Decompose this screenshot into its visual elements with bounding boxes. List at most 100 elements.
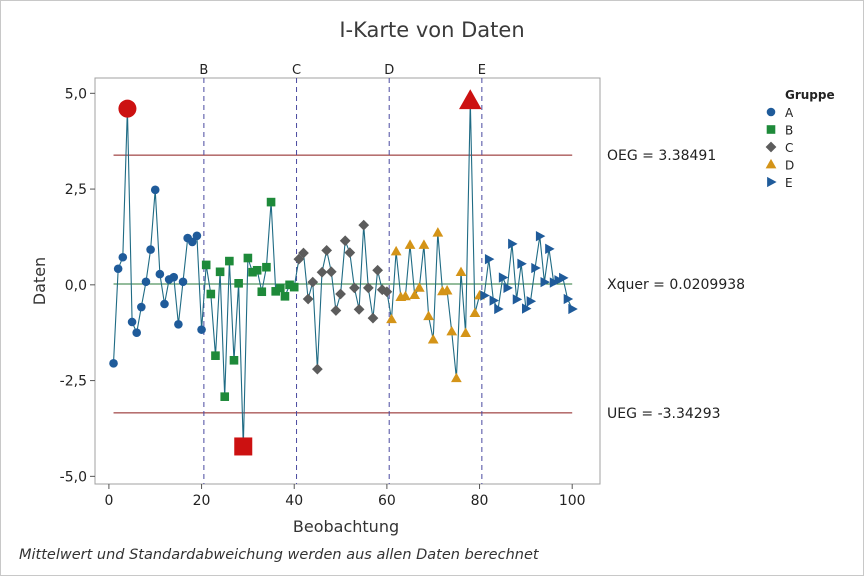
stage-label: C: [292, 63, 301, 78]
data-point: [568, 303, 578, 315]
data-point: [427, 334, 439, 344]
data-point: [358, 219, 370, 231]
legend-label-c: C: [785, 141, 793, 155]
series-a: [109, 99, 206, 368]
data-point: [559, 272, 569, 284]
data-point: [155, 269, 165, 279]
data-point: [262, 262, 271, 272]
data-point: [362, 282, 374, 294]
data-point: [469, 307, 481, 318]
data-point: [197, 325, 206, 334]
data-point: [118, 252, 128, 262]
legend-marker-b: [766, 125, 776, 134]
ucl-label: OEG = 3.38491: [607, 148, 716, 164]
out-of-control-point: [234, 437, 253, 456]
data-point: [293, 253, 305, 265]
series-c: [293, 219, 393, 375]
y-tick-label: -5,0: [60, 469, 87, 485]
data-point: [146, 245, 155, 254]
legend-marker-a: [766, 107, 776, 117]
data-point: [413, 282, 425, 292]
data-point: [349, 282, 360, 294]
data-point: [432, 227, 444, 237]
center-label: Xquer = 0.0209938: [607, 277, 745, 293]
data-point: [201, 260, 211, 270]
data-point: [489, 295, 500, 306]
data-point: [225, 256, 234, 266]
x-tick-label: 60: [378, 493, 396, 509]
data-point: [484, 254, 495, 265]
legend-marker-e: [767, 176, 777, 188]
data-point: [451, 372, 462, 383]
data-point: [503, 282, 513, 294]
data-point: [178, 277, 188, 287]
series-e: [480, 231, 578, 315]
stage-label: E: [478, 63, 486, 78]
data-point: [229, 355, 239, 365]
lcl-label: UEG = -3.34293: [607, 406, 721, 422]
data-point: [280, 292, 290, 301]
data-point: [423, 310, 434, 321]
chart-title: I-Karte von Daten: [339, 18, 524, 42]
data-point: [257, 287, 267, 297]
data-point: [441, 284, 453, 295]
y-tick-label: 2,5: [65, 182, 87, 198]
data-point: [298, 247, 309, 259]
y-tick-label: 0,0: [65, 278, 87, 294]
data-point: [289, 282, 299, 292]
y-tick-label: 5,0: [65, 86, 87, 102]
data-point: [522, 303, 532, 314]
data-point: [109, 359, 118, 368]
data-point: [455, 266, 467, 277]
data-point: [285, 280, 294, 290]
data-point: [409, 289, 421, 300]
data-point: [325, 266, 337, 278]
data-point: [271, 287, 280, 296]
data-point: [400, 290, 411, 301]
data-point: [446, 325, 458, 336]
data-point: [220, 392, 230, 401]
x-tick-label: 80: [471, 493, 489, 509]
data-point: [367, 312, 379, 324]
data-point: [404, 239, 416, 249]
y-axis-label: Daten: [30, 257, 49, 305]
data-point: [192, 231, 202, 241]
data-point: [137, 302, 146, 312]
data-point: [498, 272, 509, 283]
data-point: [526, 296, 537, 307]
data-point: [531, 262, 541, 274]
data-point: [276, 283, 285, 293]
legend-label-e: E: [785, 176, 793, 190]
data-point: [517, 258, 527, 269]
data-point: [252, 265, 262, 275]
x-tick-label: 0: [104, 493, 113, 509]
data-point: [160, 299, 169, 309]
x-tick-label: 20: [193, 493, 211, 509]
legend-marker-c: [765, 141, 777, 153]
data-point: [353, 303, 365, 315]
data-point: [248, 267, 257, 277]
data-point: [372, 264, 383, 276]
x-axis-label: Beobachtung: [293, 517, 399, 536]
data-point: [113, 264, 123, 274]
series-b: [201, 197, 299, 456]
x-tick-label: 40: [285, 493, 303, 509]
data-point: [460, 327, 472, 337]
data-point: [215, 267, 225, 277]
data-point: [127, 317, 137, 327]
data-point: [480, 290, 490, 301]
data-point: [150, 185, 160, 195]
legend-label-d: D: [785, 159, 794, 173]
data-point: [243, 253, 253, 263]
data-point: [321, 244, 333, 256]
data-point: [540, 276, 550, 288]
data-point: [211, 351, 220, 360]
data-point: [234, 278, 243, 288]
data-point: [545, 243, 555, 254]
out-of-control-point: [459, 89, 482, 110]
stage-label: D: [384, 63, 394, 78]
footnote: Mittelwert und Standardabweichung werden…: [19, 547, 539, 563]
data-point: [418, 239, 430, 249]
data-point: [206, 289, 216, 299]
